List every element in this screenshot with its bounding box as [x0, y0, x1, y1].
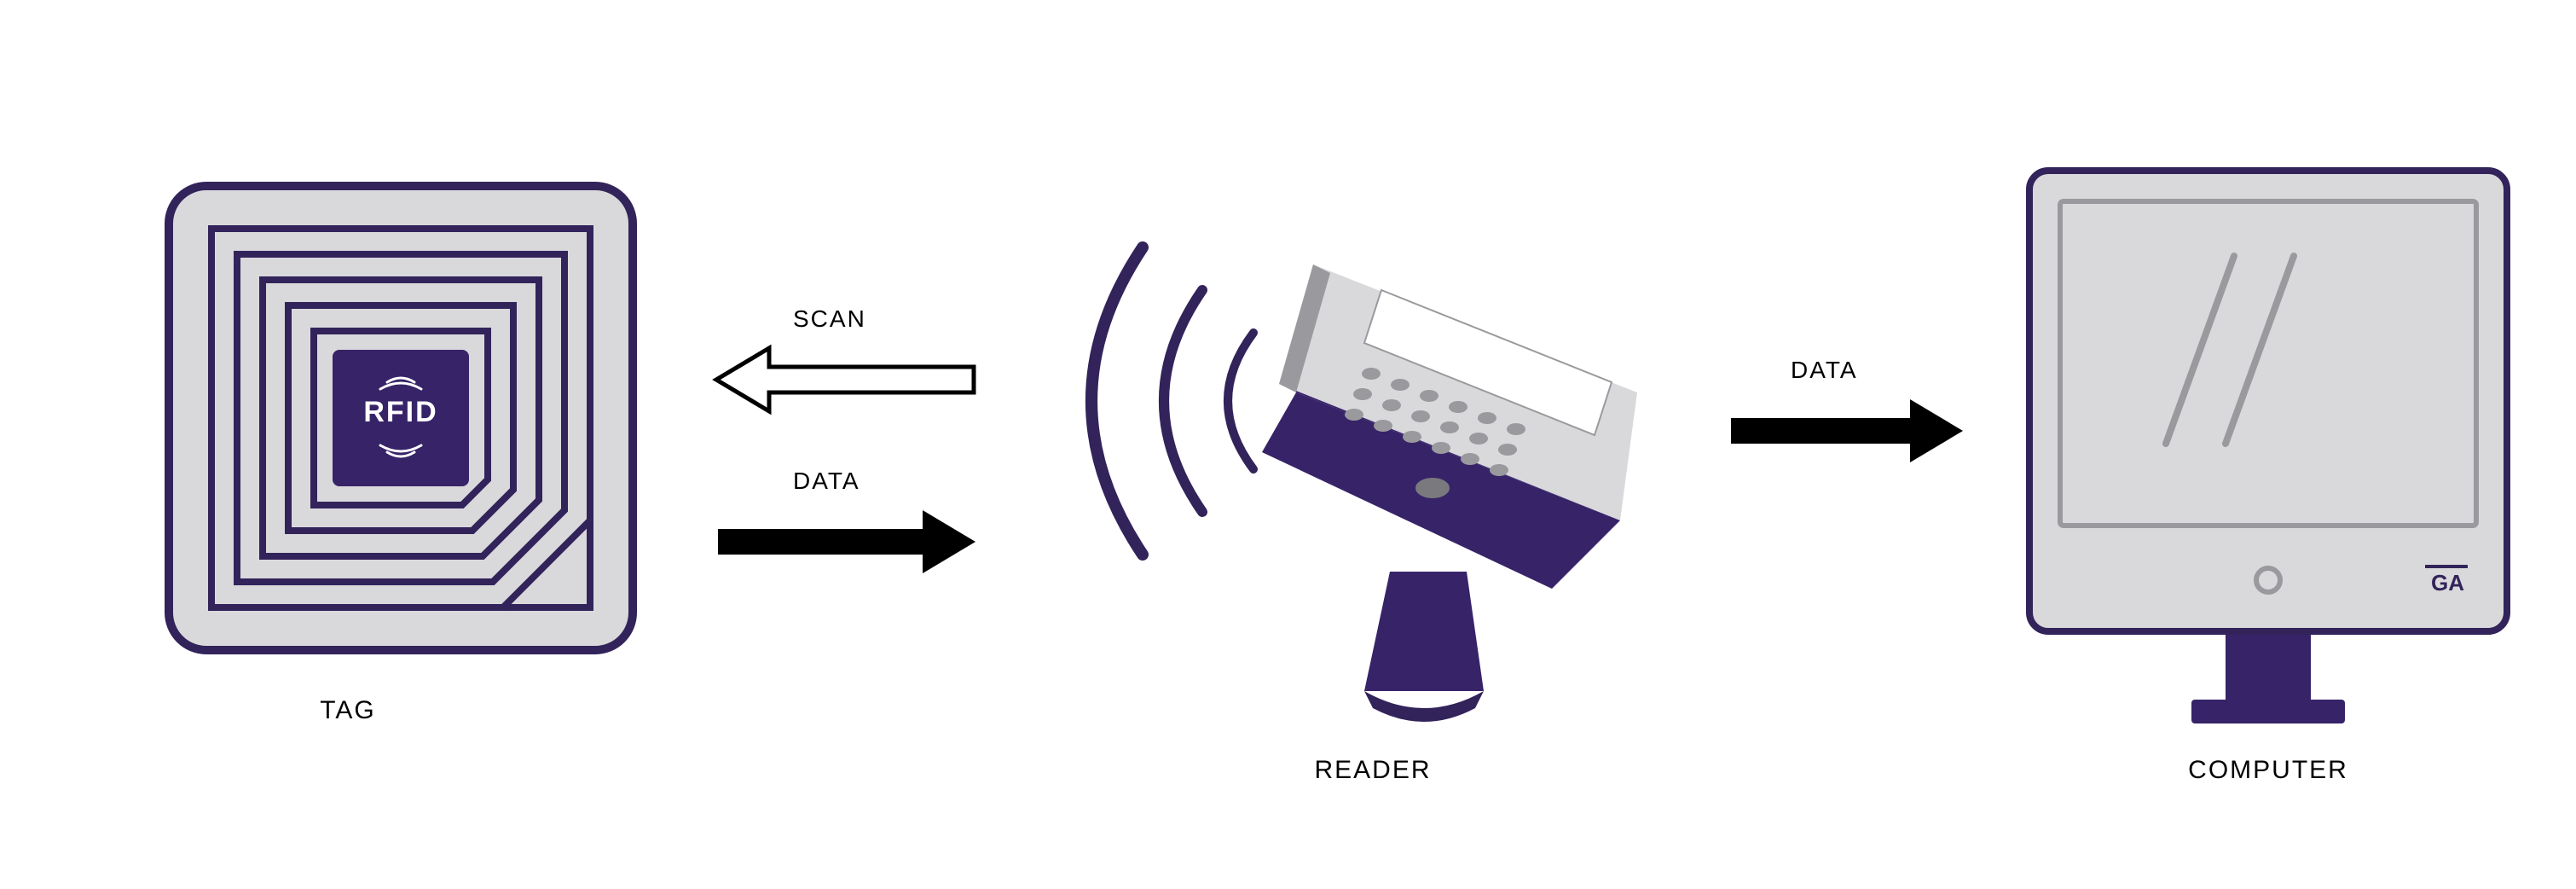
computer-logo-text: GA: [2431, 570, 2464, 596]
scan-arrow-label: SCAN: [793, 305, 866, 333]
rfid-tag-icon: RFID: [162, 179, 640, 657]
data1-arrow-label: DATA: [793, 468, 860, 495]
scan-arrow-icon: [709, 341, 982, 418]
computer-icon: GA: [2012, 154, 2524, 768]
data2-arrow-icon: [1722, 392, 1970, 469]
diagram-stage: RFID TAG: [0, 0, 2576, 889]
rfid-chip-text: RFID: [363, 396, 437, 428]
computer-caption: COMPUTER: [2188, 756, 2348, 785]
tag-caption: TAG: [320, 696, 375, 725]
data2-arrow-label: DATA: [1791, 357, 1858, 384]
reader-caption: READER: [1314, 756, 1431, 785]
data1-arrow-icon: [709, 503, 982, 580]
rfid-reader-icon: [1023, 213, 1680, 759]
